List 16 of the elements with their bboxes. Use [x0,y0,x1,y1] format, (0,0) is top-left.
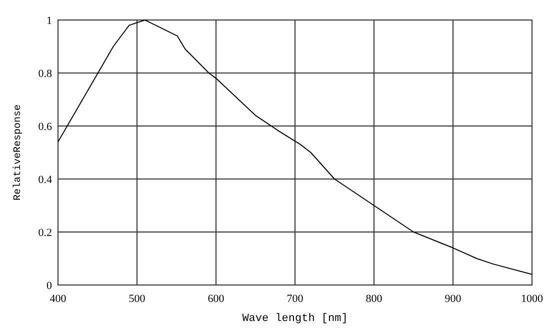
x-tick-label: 1000 [521,293,544,305]
x-tick-label: 400 [50,293,67,305]
y-tick-label: 1 [46,15,52,27]
line-series [58,20,532,275]
y-tick-label: 0.6 [38,121,52,133]
x-tick-label: 700 [286,293,304,305]
x-tick-label: 800 [366,293,383,305]
y-tick-label: 0 [46,280,52,292]
y-tick-label: 0.2 [38,227,52,239]
x-tick-label: 600 [208,293,225,305]
x-tick-label: 900 [444,293,462,305]
y-tick-label: 0.4 [38,174,52,186]
x-tick-label: 500 [128,293,146,305]
x-axis-title: Wave length [nm] [242,313,348,325]
y-axis-title: RelativeResponse [12,104,24,201]
y-tick-label: 0.8 [38,68,52,80]
